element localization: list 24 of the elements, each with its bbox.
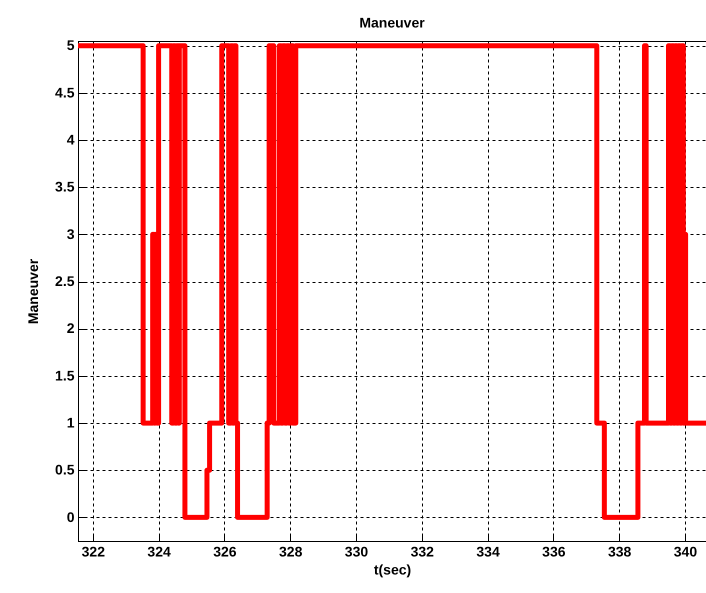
y-tick-label: 2 xyxy=(66,320,75,336)
x-tick-label: 332 xyxy=(410,544,434,560)
x-axis-title: t(sec) xyxy=(374,562,412,578)
x-tick-label: 322 xyxy=(82,544,106,560)
y-tick-label: 4.5 xyxy=(55,84,75,100)
y-tick-label: 0 xyxy=(66,508,75,525)
y-tick-label: 5 xyxy=(66,37,75,54)
x-tick-label: 340 xyxy=(674,544,698,560)
y-tick-label: 4 xyxy=(66,132,75,148)
x-tick-label: 336 xyxy=(542,544,566,560)
x-tick-label: 328 xyxy=(279,544,303,560)
y-tick-label: 3.5 xyxy=(55,178,75,195)
y-tick-label: 0.5 xyxy=(55,462,75,478)
x-tick-label: 324 xyxy=(147,544,171,560)
x-tick-label: 334 xyxy=(476,544,500,560)
chart-title: Maneuver xyxy=(359,14,426,31)
x-tick-label: 326 xyxy=(213,544,237,560)
y-tick-label: 3 xyxy=(66,226,75,242)
y-axis-title: Maneuver xyxy=(25,258,42,324)
y-tick-label: 2.5 xyxy=(55,273,75,290)
y-tick-label: 1 xyxy=(66,414,75,431)
x-tick-label: 330 xyxy=(344,544,368,560)
x-tick-label: 338 xyxy=(608,544,632,560)
y-tick-label: 1.5 xyxy=(55,367,75,384)
